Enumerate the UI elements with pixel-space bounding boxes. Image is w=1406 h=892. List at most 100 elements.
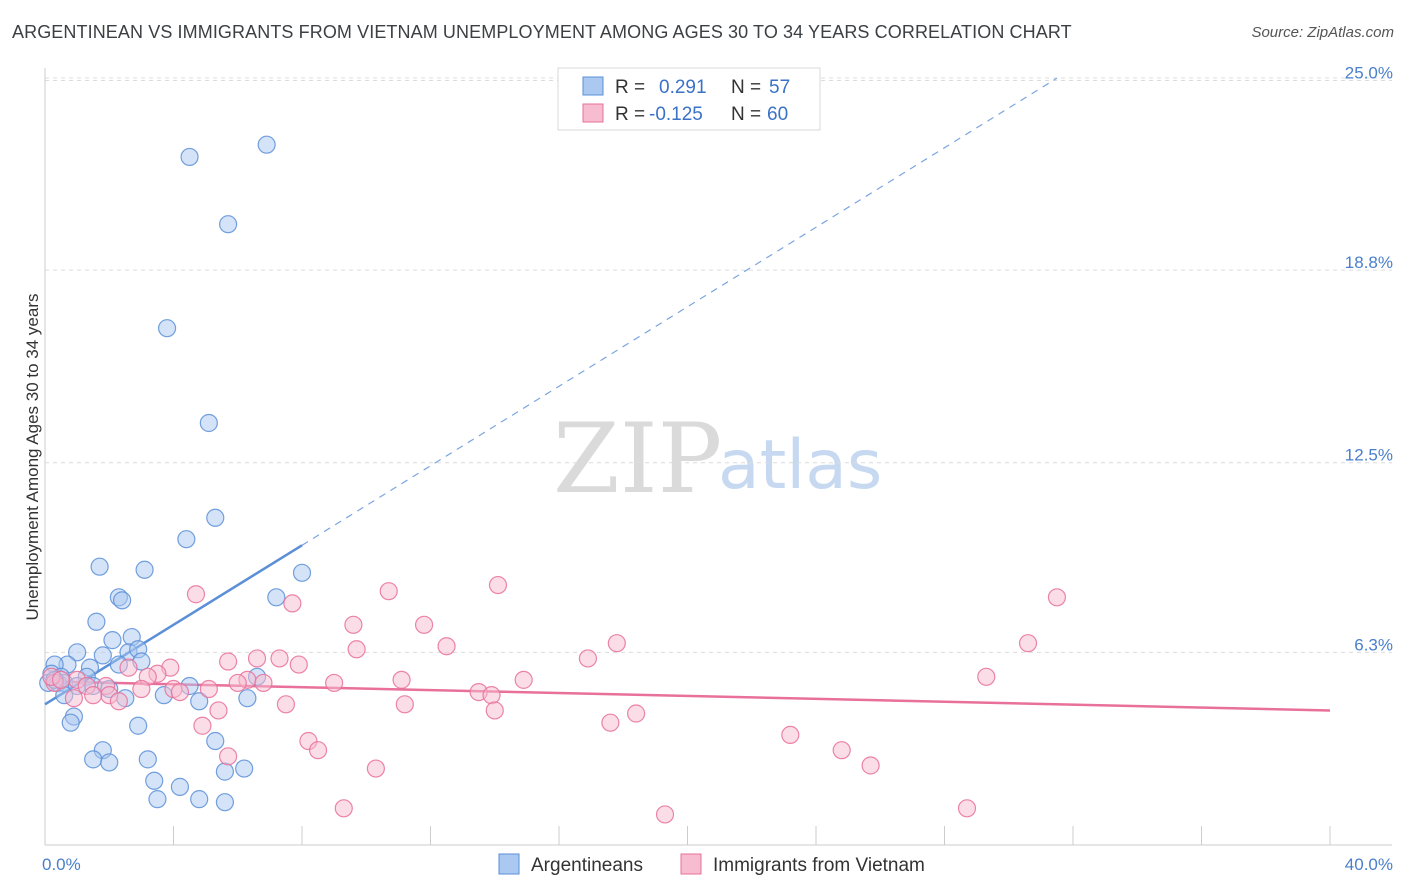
vietnam-point-56: [957, 799, 977, 818]
y-tick-label-2: 18.8%: [1345, 253, 1393, 272]
vietnam-point-55: [334, 799, 353, 818]
vietnam-point-43: [485, 701, 504, 720]
argentineans-point-7: [90, 557, 109, 576]
vietnam-point-22: [514, 670, 533, 689]
vietnam-point-7: [607, 634, 626, 653]
vietnam-point-24: [228, 673, 247, 693]
gridlines: [45, 77, 1392, 653]
argentineans-point-2: [219, 215, 238, 234]
argentineans-point-54: [190, 790, 209, 809]
vietnam-point-57: [655, 805, 675, 824]
vietnam-point-52: [219, 747, 238, 766]
series-legend: Argentineans Immigrants from Vietnam: [498, 853, 925, 876]
argentineans-point-9: [292, 563, 312, 582]
vietnam-point-13: [270, 649, 289, 668]
watermark-zip: ZIP: [553, 403, 722, 515]
vietnam-point-45: [626, 704, 646, 723]
bottom-legend-label-argentineans: Argentineans: [531, 855, 643, 876]
argentineans-point-43: [129, 716, 148, 735]
y-tick-label-1: 12.5%: [1345, 446, 1393, 465]
vietnam-point-8: [1018, 634, 1038, 653]
argentineans-point-42: [61, 713, 80, 732]
argentineans-point-55: [215, 793, 234, 812]
vietnam-point-0: [488, 575, 508, 595]
chart-title: ARGENTINEAN VS IMMIGRANTS FROM VIETNAM U…: [12, 22, 1072, 42]
bottom-legend-label-vietnam: Immigrants from Vietnam: [713, 855, 925, 876]
argentineans-point-12: [267, 588, 286, 607]
vietnam-point-14: [219, 652, 238, 671]
vietnam-point-27: [977, 667, 996, 686]
legend-swatch-pink: [582, 103, 604, 123]
legend-swatch-blue: [582, 76, 604, 96]
vietnam-point-10: [347, 640, 366, 659]
vietnam-point-6: [414, 615, 434, 634]
y-axis-label: Unemployment Among Ages 30 to 34 years: [23, 294, 42, 621]
vietnam-point-16: [289, 655, 308, 674]
argentineans-point-50: [215, 762, 234, 781]
argentineans-point-1: [180, 147, 199, 167]
argentineans-point-15: [103, 631, 122, 650]
vietnam-point-3: [1047, 588, 1067, 607]
x-axis-ticks: [44, 826, 1331, 845]
vietnam-point-15: [119, 658, 138, 677]
vietnam-point-46: [601, 713, 620, 732]
x-tick-label-min: 0.0%: [42, 855, 81, 874]
vietnam-point-47: [193, 716, 212, 735]
vietnam-point-4: [283, 594, 302, 613]
bottom-legend-swatch-argentineans: [498, 853, 520, 875]
trend-line-argentineans-extension: [301, 77, 1058, 546]
argentineans-point-47: [100, 753, 119, 772]
vietnam-point-44: [209, 701, 228, 720]
vietnam-point-51: [832, 741, 851, 760]
vietnam-point-38: [64, 689, 84, 708]
vietnam-point-54: [366, 759, 385, 778]
vietnam-point-2: [186, 585, 206, 604]
argentineans-point-53: [148, 790, 167, 809]
argentineans-point-51: [145, 771, 164, 790]
argentineans-point-13: [87, 612, 106, 631]
argentineans-point-52: [170, 777, 190, 796]
argentineans-point-46: [84, 750, 103, 769]
vietnam-point-32: [170, 682, 190, 702]
vietnam-point-53: [861, 756, 880, 775]
argentineans-point-16: [68, 643, 87, 662]
legend-r-label-2: R =: [615, 104, 645, 125]
vietnam-point-11: [578, 649, 598, 668]
vietnam-point-33: [199, 679, 218, 699]
y-tick-label-3: 25.0%: [1345, 63, 1393, 82]
vietnam-point-39: [84, 686, 103, 705]
argentineans-point-0: [257, 135, 276, 154]
vietnam-point-5: [344, 615, 363, 634]
argentineans-point-5: [206, 508, 225, 527]
argentineans-point-39: [238, 689, 257, 708]
vietnam-point-41: [395, 695, 414, 714]
vietnam-point-59: [51, 670, 71, 689]
vietnam-point-12: [247, 649, 267, 668]
argentineans-point-49: [235, 759, 254, 778]
argentineans-point-6: [177, 530, 196, 549]
y-tick-label-0: 6.3%: [1354, 635, 1393, 654]
y-axis-tick-labels: 6.3% 12.5% 18.8% 25.0%: [1345, 63, 1393, 654]
vietnam-point-36: [482, 686, 501, 705]
watermark: ZIP atlas: [553, 403, 882, 515]
argentineans-point-40: [190, 692, 209, 711]
vietnam-point-9: [437, 637, 456, 656]
vietnam-point-34: [132, 679, 151, 699]
argentineans-point-4: [199, 413, 218, 433]
vietnam-point-50: [308, 741, 328, 760]
vietnam-point-25: [254, 673, 273, 693]
correlation-legend: R = 0.291 N = 57 R = -0.125 N = 60: [557, 67, 821, 131]
legend-n-label-2: N =: [731, 104, 761, 125]
vietnam-point-42: [276, 695, 296, 714]
vietnam-point-21: [392, 670, 411, 689]
x-tick-label-max: 40.0%: [1345, 855, 1393, 874]
argentineans-point-48: [138, 750, 157, 769]
legend-n-label-1: N =: [731, 77, 761, 98]
legend-r-value-2: -0.125: [649, 104, 703, 125]
vietnam-point-40: [109, 692, 128, 711]
vietnam-point-48: [781, 725, 800, 745]
bottom-legend-swatch-vietnam: [680, 853, 702, 875]
vietnam-point-1: [379, 582, 398, 601]
argentineans-point-3: [157, 319, 177, 338]
